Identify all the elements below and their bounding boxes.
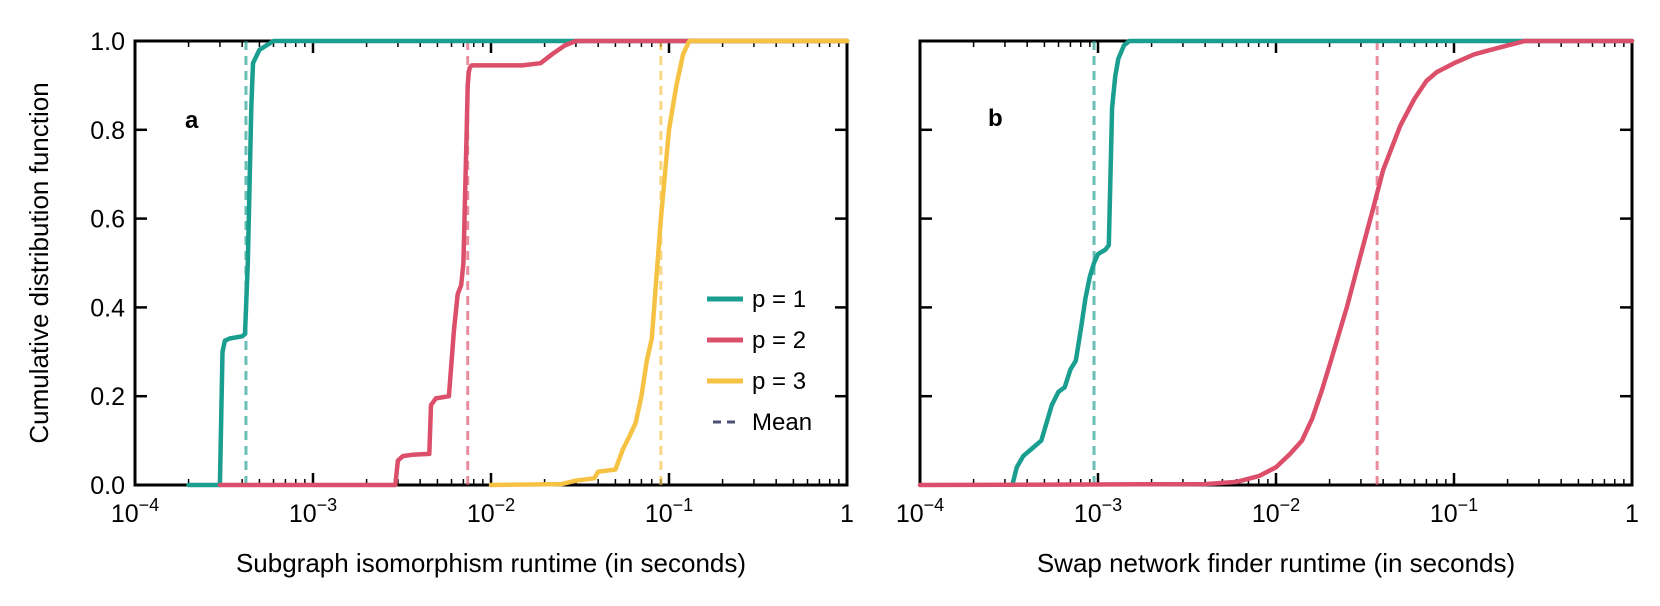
x-tick-exponent: −2 [1280,495,1301,515]
x-tick-label: 10−1 [645,495,693,528]
panel-a: 10−4 10−3 10−2 10−1 1 0.00.20.40.60.81.0 a S… [24,28,854,578]
x-tick-label: 1 [1625,500,1639,528]
y-tick-label: 0.4 [90,294,125,322]
y-tick-label: 0.8 [90,117,125,145]
x-tick-exponent: −4 [924,495,945,515]
x-tick-label: 10−3 [1074,495,1122,528]
x-tick-labels-a: 10−4 10−3 10−2 10−1 1 [111,495,854,528]
y-tick-label: 0.6 [90,206,125,234]
y-tick-labels-a: 0.0 0.2 0.4 0.6 0.8 1.0 [90,28,125,500]
x-axis-label-b: Swap network finder runtime (in seconds) [1037,548,1515,578]
y-tick-label: 1.0 [90,28,125,56]
plot-area-a [133,39,849,487]
x-tick-label: 10−3 [289,495,337,528]
x-tick-exponent: −1 [1458,495,1479,515]
x-tick-exponent: −3 [1102,495,1123,515]
x-tick-label: 10−2 [1252,495,1300,528]
x-tick-labels-b: 10−4 10−3 10−2 10−1 1 [896,495,1639,528]
mean-lines-b [1092,41,1379,485]
panel-b: 10−4 10−3 10−2 10−1 1 b Swap network finder … [896,38,1639,578]
series-line [917,38,1635,488]
x-tick-exponent: −2 [495,495,516,515]
panel-letter-a: a [185,107,199,134]
legend: p = 1 p = 2 p = 3 Mean [707,286,812,436]
plot-area-b [918,39,1634,487]
y-tick-label: 0.2 [90,383,125,411]
mean-lines-a [244,41,663,485]
series-line [186,38,850,488]
ticks-a [133,39,849,487]
x-tick-label: 10−2 [467,495,515,528]
series-line [1010,38,1635,488]
x-axis-label-a: Subgraph isomorphism runtime (in seconds… [236,548,746,578]
legend-label: p = 1 [752,286,806,313]
series-line [217,38,850,488]
series-line [488,38,850,488]
x-tick-exponent: −4 [139,495,160,515]
x-tick-label: 1 [840,500,854,528]
legend-label: p = 3 [752,368,806,395]
x-tick-label: 10−4 [896,495,944,528]
legend-label: Mean [752,409,812,436]
series-lines-a [186,38,850,488]
y-tick-label: 0.0 [90,472,125,500]
x-tick-exponent: −1 [673,495,694,515]
ticks-b [918,39,1634,487]
legend-label: p = 2 [752,327,806,354]
series-lines-b [917,38,1635,488]
x-tick-label: 10−1 [1430,495,1478,528]
x-tick-exponent: −3 [317,495,338,515]
y-axis-label: Cumulative distribution function [24,82,54,443]
panel-letter-b: b [988,105,1003,132]
